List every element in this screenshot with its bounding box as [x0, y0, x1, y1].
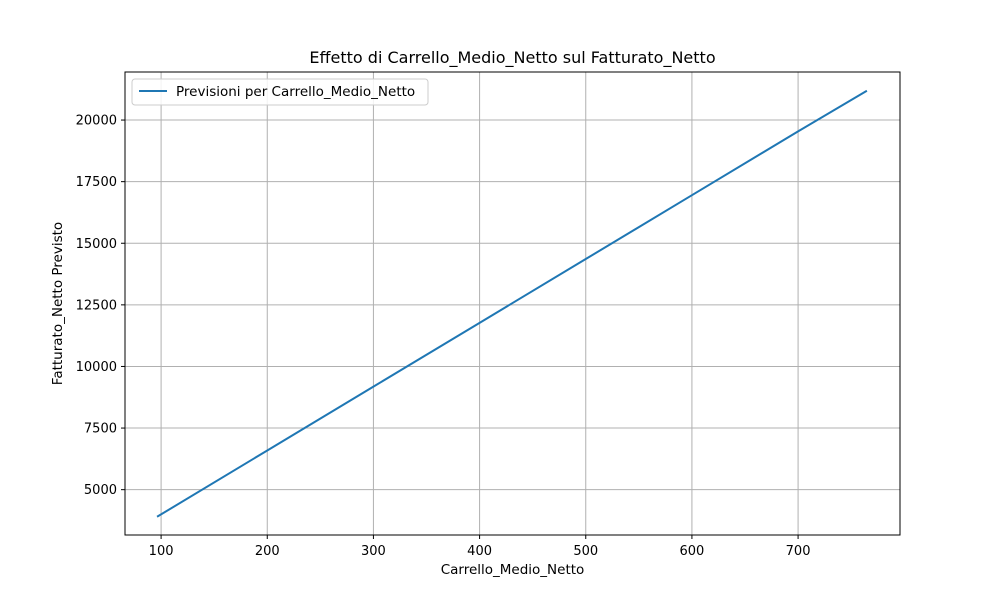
x-tick-label: 100 — [149, 544, 174, 559]
y-tick-label: 15000 — [76, 237, 117, 252]
x-tick-label: 500 — [573, 544, 598, 559]
legend-box — [131, 78, 429, 106]
chart-title: Effetto di Carrello_Medio_Netto sul Fatt… — [309, 48, 715, 68]
y-tick-label: 7500 — [84, 422, 117, 437]
y-tick-label: 20000 — [76, 114, 117, 129]
x-tick-label: 700 — [786, 544, 811, 559]
series-line — [156, 89, 868, 518]
x-tick-label: 400 — [467, 544, 492, 559]
y-axis-label: Fatturato_Netto Previsto — [50, 222, 66, 385]
grid — [125, 72, 900, 535]
y-tick-label: 10000 — [76, 360, 117, 375]
series-layer — [156, 89, 868, 518]
plot-frame — [124, 71, 901, 536]
y-tick-label: 12500 — [76, 298, 117, 313]
legend: Previsioni per Carrello_Medio_Netto — [131, 78, 429, 106]
y-tick-label: 5000 — [84, 483, 117, 498]
x-axis-label: Carrello_Medio_Netto — [441, 562, 585, 578]
x-tick-label: 200 — [255, 544, 280, 559]
x-tick-label: 300 — [361, 544, 386, 559]
ticks: 100 200 300 400 500 600 700 5000 7500 10000 12500 1… — [76, 114, 811, 559]
x-tick-label: 600 — [680, 544, 705, 559]
legend-label: Previsioni per Carrello_Medio_Netto — [176, 84, 415, 100]
y-tick-label: 17500 — [76, 175, 117, 190]
